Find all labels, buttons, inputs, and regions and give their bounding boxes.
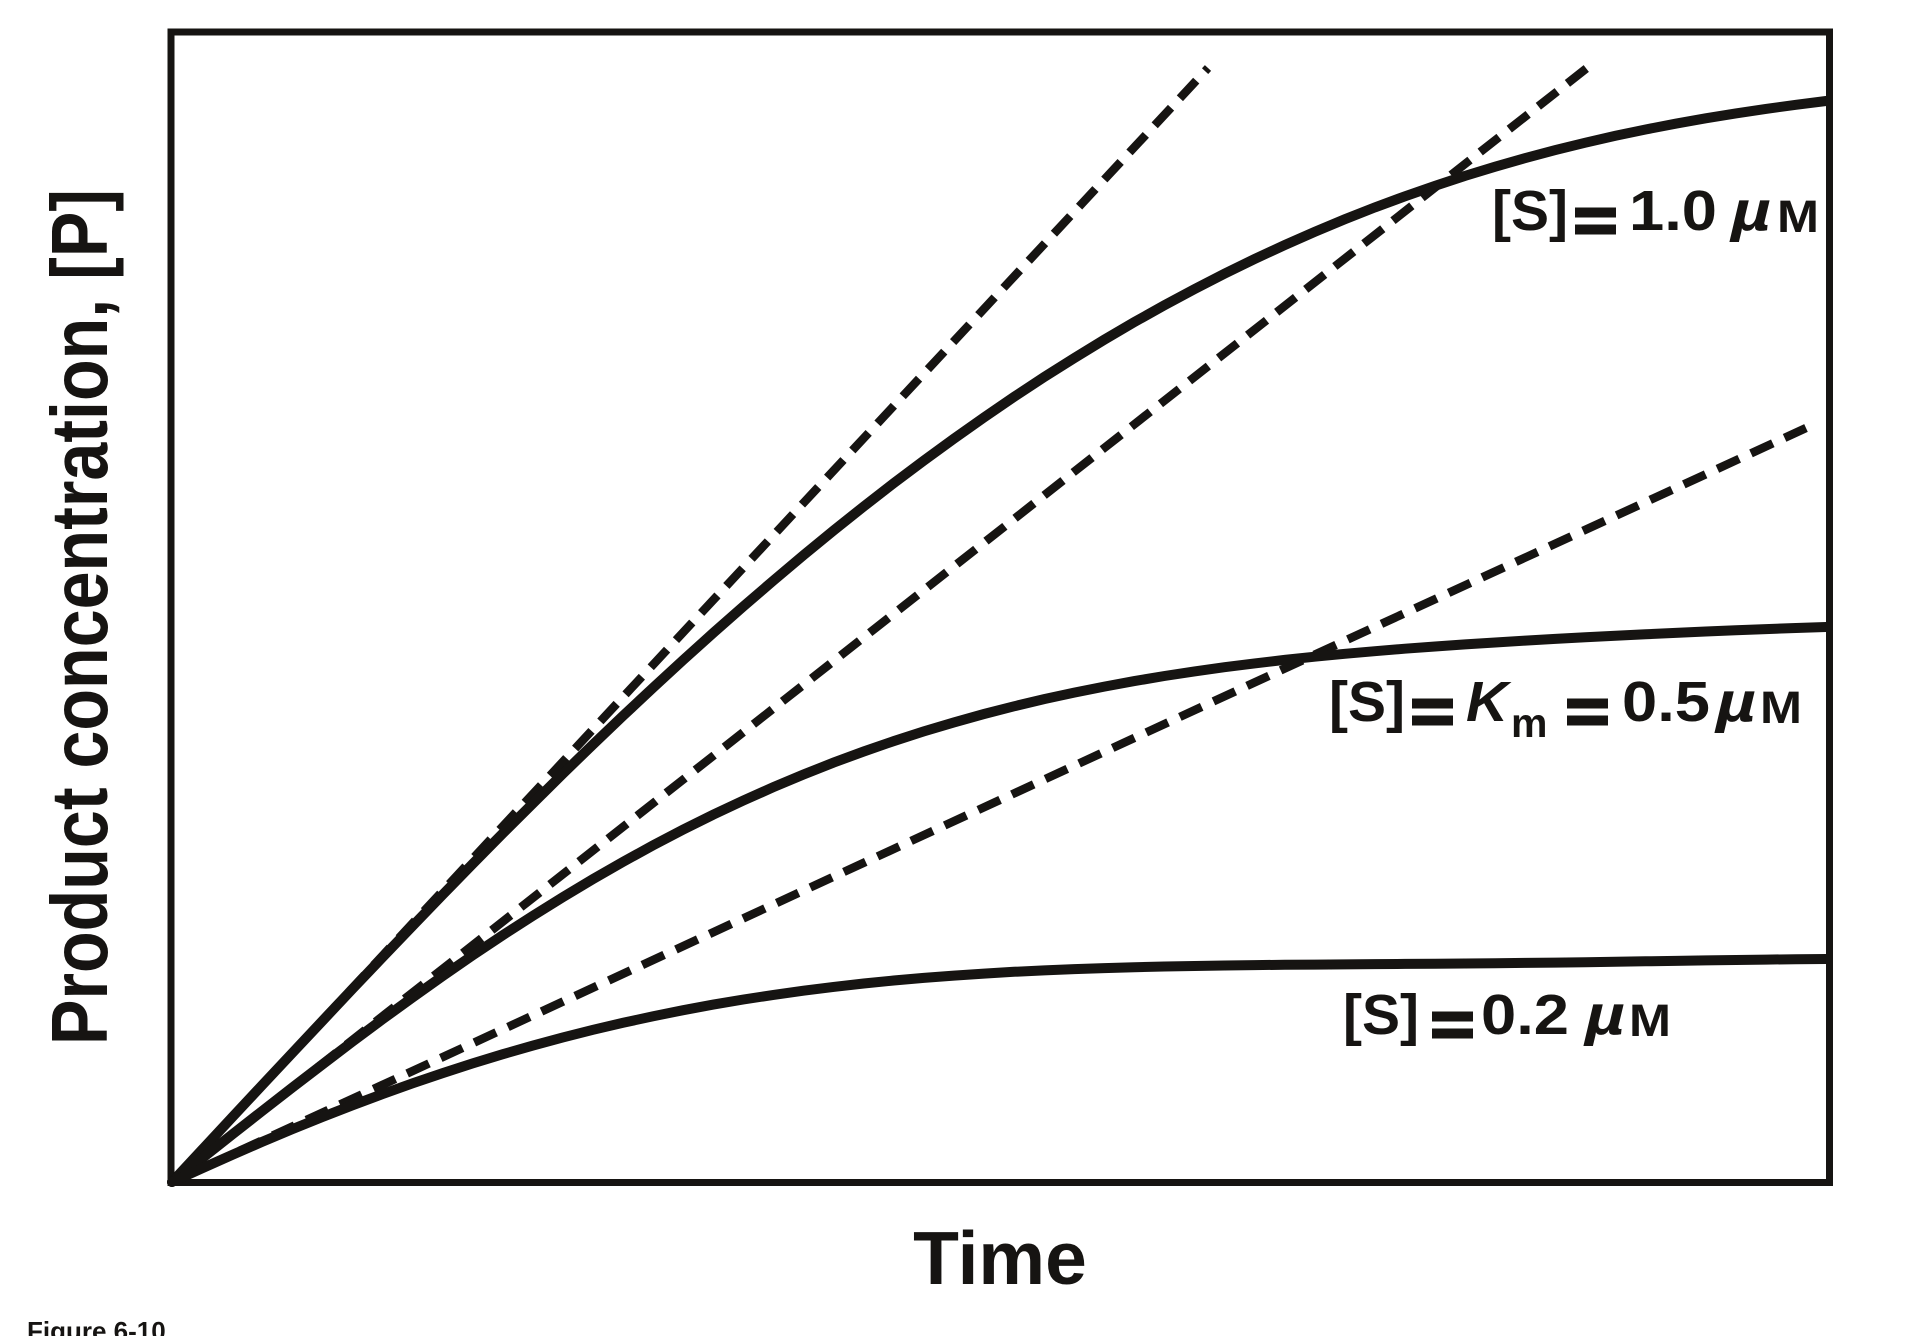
svg-text:0.2: 0.2 (1481, 983, 1569, 1047)
svg-text:µ: µ (1583, 983, 1625, 1047)
svg-text:µ: µ (1714, 670, 1756, 734)
svg-text:Product concentration, [P]: Product concentration, [P] (35, 189, 124, 1045)
svg-text:[S]: [S] (1343, 983, 1419, 1047)
svg-text:M: M (1777, 191, 1819, 242)
svg-text:[S]: [S] (1492, 179, 1568, 243)
svg-text:m: m (1511, 700, 1547, 746)
svg-text:M: M (1629, 995, 1671, 1046)
svg-text:0.5: 0.5 (1622, 670, 1710, 734)
svg-text:Time: Time (913, 1216, 1087, 1300)
svg-text:[S]: [S] (1329, 670, 1405, 734)
svg-text:1.0: 1.0 (1629, 179, 1717, 243)
svg-text:M: M (1760, 682, 1802, 733)
svg-text:K: K (1466, 670, 1512, 734)
svg-text:µ: µ (1729, 179, 1771, 243)
svg-text:Figure 6-10: Figure 6-10 (27, 1316, 166, 1336)
